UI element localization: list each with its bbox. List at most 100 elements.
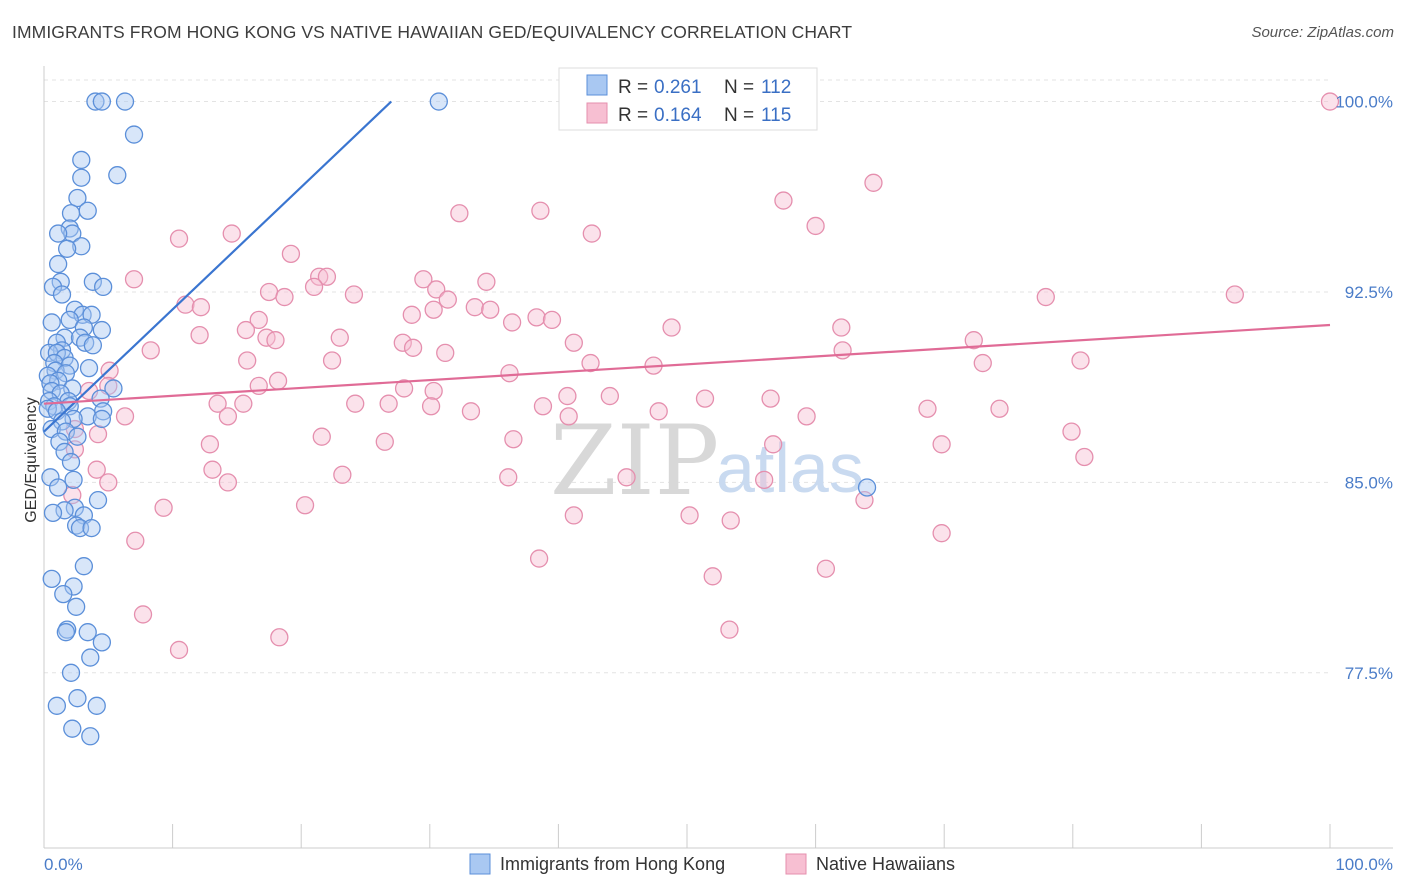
point-hongkong-21 [52, 285, 72, 304]
point-hawaiian-64 [208, 394, 227, 413]
x-tick-labels: 0.0% 100.0% [44, 855, 1393, 874]
point-hongkong-78 [82, 518, 101, 538]
point-hawaiian-109 [720, 620, 739, 639]
point-hawaiian-14 [414, 270, 433, 289]
point-hongkong-58 [78, 407, 97, 426]
axes [43, 66, 1393, 849]
point-hongkong-40 [79, 358, 99, 378]
point-hongkong-33 [83, 336, 103, 355]
point-hawaiian-13 [317, 267, 337, 286]
point-hawaiian-84 [764, 435, 783, 454]
legend-n-value-blue: 112 [761, 77, 791, 98]
point-hawaiian-46 [436, 343, 455, 363]
legend-swatch-pink [586, 102, 608, 124]
point-hawaiian-37 [190, 325, 209, 345]
point-hongkong-20 [94, 277, 113, 297]
point-hawaiian-100 [721, 511, 740, 530]
legend-r-value-blue: 0.261 [654, 77, 702, 98]
point-hongkong-25 [60, 310, 79, 330]
bottom-legend-label-pink: Native Hawaiians [816, 854, 955, 874]
point-hawaiian-101 [932, 524, 951, 543]
point-hawaiian-29 [527, 308, 546, 327]
point-hawaiian-33 [502, 313, 522, 332]
point-hawaiian-28 [481, 300, 500, 319]
point-hawaiian-5 [450, 204, 469, 223]
point-hawaiian-52 [1071, 351, 1090, 370]
x-tick-left: 0.0% [44, 855, 83, 874]
point-hongkong-64 [68, 427, 87, 446]
legend-n-label-pink: N = [724, 105, 754, 126]
point-hawaiian-16 [259, 282, 279, 302]
point-hawaiian-67 [379, 394, 398, 413]
point-hawaiian-31 [402, 305, 421, 324]
point-hawaiian-15 [477, 272, 496, 291]
point-hawaiian-26 [424, 300, 443, 319]
point-hawaiian-20 [427, 280, 446, 299]
point-hawaiian-76 [797, 407, 816, 426]
point-hawaiian-60 [558, 386, 577, 406]
point-hawaiian-98 [564, 506, 583, 525]
point-hawaiian-25 [191, 298, 211, 317]
point-hongkong-42 [56, 364, 76, 383]
point-hawaiian-6 [806, 216, 825, 236]
y-tick-labels: 100.0% 92.5% 85.0% 77.5% [1335, 93, 1393, 683]
point-hongkong-80 [42, 569, 61, 589]
point-hawaiian-105 [703, 567, 722, 586]
y-tick-label-1: 92.5% [1345, 283, 1393, 302]
point-hongkong-74 [43, 503, 63, 523]
x-tick-right: 100.0% [1335, 855, 1393, 874]
point-hongkong-10 [61, 204, 81, 223]
point-hawaiian-32 [249, 310, 268, 330]
point-hawaiian-114 [88, 424, 108, 444]
point-hawaiian-35 [832, 318, 851, 337]
point-hongkong-91 [47, 696, 67, 715]
point-hawaiian-71 [649, 402, 668, 421]
bottom-legend-swatch-blue [469, 853, 491, 875]
point-hongkong-92 [87, 696, 106, 715]
point-hawaiian-10 [281, 244, 301, 264]
legend-swatch-blue [586, 74, 608, 96]
point-hawaiian-86 [1075, 447, 1094, 467]
point-hawaiian-93 [755, 470, 774, 490]
point-hongkong-9 [78, 201, 97, 220]
point-hongkong-6 [72, 168, 91, 187]
point-hawaiian-19 [275, 287, 294, 307]
point-hongkong-11 [60, 219, 79, 238]
point-hawaiian-74 [218, 407, 238, 426]
series-hong-kong [38, 92, 877, 746]
point-hawaiian-49 [322, 351, 342, 370]
point-hawaiian-92 [617, 468, 636, 487]
trendlines [43, 100, 1331, 433]
legend-r-value-pink: 0.164 [654, 105, 702, 126]
point-hawaiian-94 [99, 473, 118, 492]
y-tick-label-2: 85.0% [1345, 473, 1393, 492]
point-hawaiian-97 [295, 496, 315, 515]
point-hongkong-83 [67, 597, 86, 616]
point-hongkong-1 [92, 92, 112, 111]
legend-n-value-pink: 115 [761, 105, 791, 126]
point-hongkong-82 [54, 584, 73, 604]
point-hawaiian-96 [154, 498, 173, 517]
point-hawaiian-44 [403, 338, 423, 357]
watermark: ZIP atlas [550, 405, 864, 517]
point-hawaiian-34 [662, 318, 681, 337]
point-hawaiian-63 [761, 389, 780, 408]
legend-n-label-blue: N = [724, 77, 754, 98]
point-hongkong-5 [72, 150, 91, 170]
point-hongkong-26 [42, 313, 61, 332]
point-hawaiian-18 [344, 285, 364, 304]
watermark-atlas: atlas [716, 429, 864, 507]
point-hawaiian-30 [542, 310, 562, 330]
point-hongkong-27 [74, 318, 94, 337]
point-hawaiian-62 [695, 389, 715, 408]
point-hawaiian-48 [238, 351, 257, 370]
point-hongkong-86 [78, 623, 97, 642]
source-credit: Source: ZipAtlas.com [1251, 24, 1394, 41]
point-hawaiian-41 [564, 333, 583, 352]
point-hongkong-81 [64, 577, 83, 596]
point-hawaiian-51 [973, 353, 992, 373]
point-hongkong-69 [64, 470, 83, 490]
point-hawaiian-47 [833, 341, 852, 360]
series-legend: Immigrants from Hong Kong Native Hawaiia… [469, 853, 955, 875]
point-hawaiian-8 [222, 224, 241, 243]
